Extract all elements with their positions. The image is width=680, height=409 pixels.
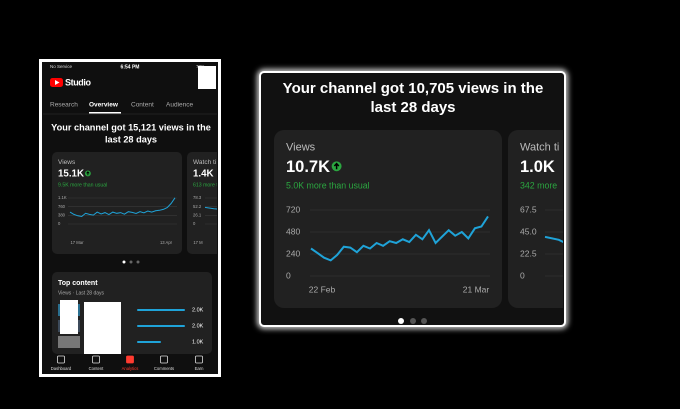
headline: last 28 days: [105, 134, 157, 144]
metric-card: [52, 152, 182, 254]
section-title: Top content: [58, 280, 98, 287]
y-tick-label: 0: [520, 270, 525, 280]
redaction: [60, 300, 78, 334]
nav-icon: [126, 355, 134, 364]
tab[interactable]: Audience: [166, 102, 193, 109]
avatar-redaction: [198, 66, 216, 89]
card-label: Views: [286, 142, 316, 154]
card-delta: 9.5K more than usual: [58, 183, 107, 189]
status-carrier: No Service: [50, 64, 73, 69]
headline: Your channel got 15,121 views in the: [51, 122, 211, 132]
nav-icon: [57, 355, 65, 364]
tab[interactable]: Research: [50, 102, 78, 109]
page-dot: [129, 260, 133, 264]
redaction: [84, 302, 121, 354]
headline: Your channel got 10,705 views in the: [283, 80, 544, 97]
nav-label[interactable]: Content: [89, 366, 105, 371]
section-subtitle: Views · Last 28 days: [58, 290, 105, 296]
sparkline: [69, 197, 176, 218]
x-tick-label: 21 Mar: [463, 284, 490, 294]
bar: [137, 341, 161, 343]
y-tick-label: 45.0: [520, 226, 537, 236]
card-value: 15.1K: [58, 169, 84, 180]
y-tick-label: 0: [58, 221, 61, 226]
bar-value-label: 2.0K: [192, 323, 204, 329]
nav-label[interactable]: Comments: [154, 366, 174, 371]
bar: [137, 325, 185, 327]
y-tick-label: 0: [193, 221, 196, 226]
y-tick-label: 480: [286, 226, 300, 236]
zoom-content: Your channel got 10,705 views in the last…: [274, 80, 563, 324]
x-tick-label: 13 Apr: [160, 240, 173, 245]
sparkline: [310, 215, 489, 262]
headline: last 28 days: [370, 99, 455, 116]
nav-icon: [195, 355, 203, 364]
y-tick-label: 0: [286, 270, 291, 280]
card-value: 10.7K: [286, 158, 330, 176]
bar-value-label: 2.0K: [192, 307, 204, 313]
card-delta: 5.0K more than usual: [286, 180, 370, 190]
page-dot: [421, 318, 427, 324]
bottom-nav: [43, 354, 217, 373]
card-delta: 613 more tha: [193, 183, 224, 189]
metric-card: [187, 152, 217, 254]
page-dot: [122, 260, 126, 264]
card-label: Views: [58, 159, 76, 166]
bar: [137, 309, 185, 311]
metric-card: [508, 130, 563, 308]
x-tick-label: 17 Mar: [70, 240, 84, 245]
nav-label[interactable]: Analytics: [122, 366, 139, 371]
y-tick-label: 52.2: [193, 204, 202, 209]
card-value: 1.0K: [520, 158, 555, 176]
logo-play: [55, 80, 60, 85]
metric-card: [274, 130, 502, 308]
card-label: Watch ti: [520, 142, 559, 154]
trend-up-arrow: [333, 162, 340, 170]
tab-underline: [89, 112, 121, 114]
nav-icon: [160, 355, 168, 364]
app-name: Studio: [65, 77, 91, 87]
page-dot: [136, 260, 140, 264]
y-tick-label: 78.3: [193, 195, 202, 200]
bar-value-label: 1.0K: [192, 339, 204, 345]
trend-up-arrow: [86, 171, 90, 176]
card-value: 1.4K: [193, 169, 214, 180]
status-time: 6:54 PM: [121, 64, 140, 70]
x-tick-label: 22 Feb: [309, 284, 336, 294]
page-dot: [410, 318, 416, 324]
y-tick-label: 380: [58, 212, 66, 217]
thumbnail: [58, 336, 80, 348]
nav-label[interactable]: Dashboard: [51, 366, 72, 371]
x-tick-label: 17 M: [193, 240, 203, 245]
card-label: Watch ti: [193, 159, 216, 166]
nav-icon: [92, 355, 100, 364]
tab[interactable]: Content: [131, 102, 154, 109]
sparkline: [544, 235, 563, 244]
y-tick-label: 240: [286, 248, 300, 258]
card-delta: 342 more: [520, 180, 557, 190]
sparkline: [204, 206, 217, 210]
y-tick-label: 26.1: [193, 212, 202, 217]
y-tick-label: 760: [58, 204, 66, 209]
y-tick-label: 720: [286, 204, 300, 214]
page-dot: [398, 318, 404, 324]
y-tick-label: 67.5: [520, 204, 537, 214]
y-tick-label: 22.5: [520, 248, 537, 258]
nav-label[interactable]: Earn: [195, 366, 205, 371]
tab[interactable]: Overview: [89, 102, 119, 109]
y-tick-label: 1.1K: [58, 195, 67, 200]
